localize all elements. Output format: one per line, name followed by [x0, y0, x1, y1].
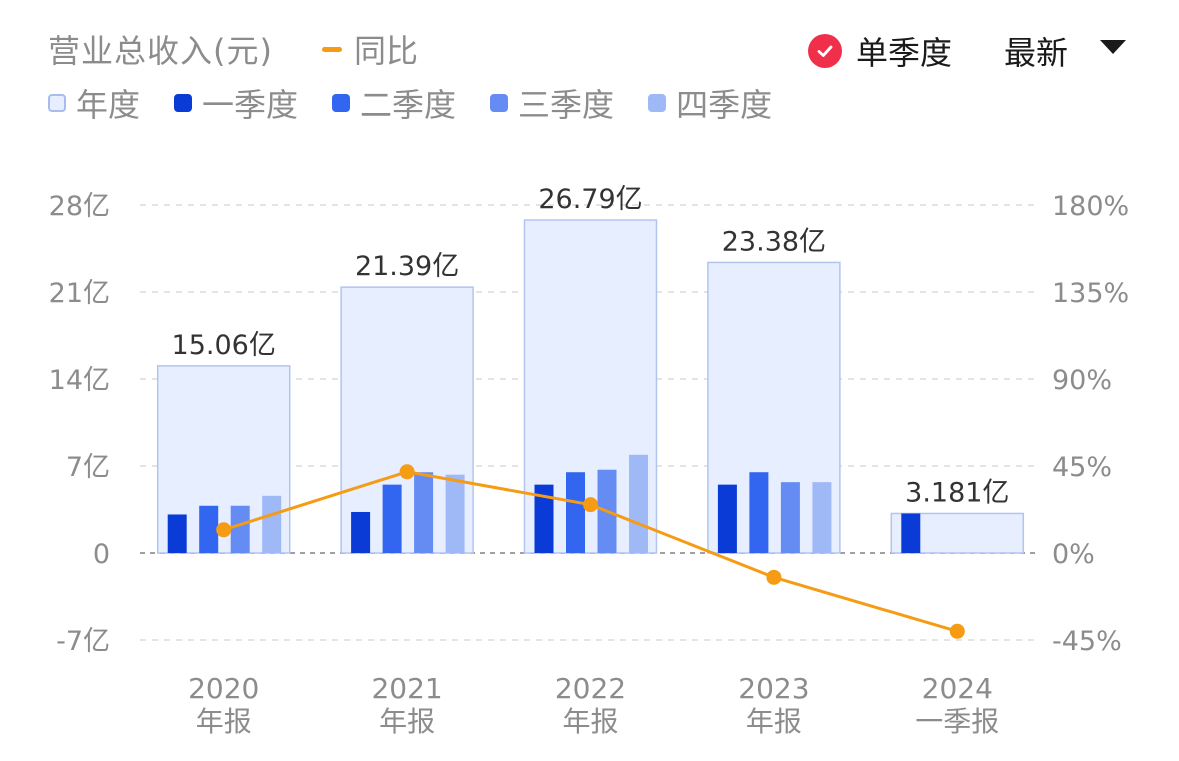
legend-swatch-q1	[174, 94, 193, 112]
y-tick-label-right: -45%	[1052, 626, 1122, 657]
legend-swatch-q4	[648, 94, 667, 112]
annual-value-label: 23.38亿	[722, 226, 826, 257]
legend-swatch-annual	[48, 94, 66, 112]
chart-header: 营业总收入(元) 同比 单季度 最新	[48, 22, 1138, 72]
legend-swatch-q2	[332, 94, 351, 112]
x-tick-label-period: 年报	[746, 705, 802, 738]
yoy-point	[216, 522, 232, 538]
yoy-legend: 同比	[322, 26, 418, 72]
x-tick-label-year: 2021	[371, 672, 442, 705]
caret-down-icon	[1100, 40, 1127, 54]
x-tick-label-period: 年报	[379, 705, 435, 738]
y-tick-label-left: 21亿	[49, 278, 110, 309]
y-tick-label-right: 135%	[1052, 278, 1129, 309]
quarter-bar-q2	[382, 484, 402, 553]
quarter-bar-q1	[717, 484, 737, 553]
yoy-point	[583, 497, 598, 513]
quarter-bar-q4	[812, 482, 832, 553]
chart-legend: 年度 一季度 二季度 三季度 四季度	[48, 80, 806, 126]
check-icon	[808, 34, 842, 68]
legend-item-annual[interactable]: 年度	[48, 80, 140, 126]
yoy-point	[949, 623, 965, 639]
quarter-bar-q1	[534, 484, 554, 553]
quarter-bar-q1	[901, 513, 921, 553]
quarter-bar-q3	[780, 482, 800, 553]
legend-label-q2: 二季度	[360, 86, 457, 124]
quarter-bar-q3	[414, 472, 434, 553]
y-tick-label-right: 45%	[1052, 452, 1112, 483]
x-tick-label-year: 2023	[738, 672, 809, 705]
chart-title: 营业总收入(元)	[48, 32, 273, 70]
quarter-bar-q2	[749, 472, 769, 553]
y-tick-label-right: 0%	[1052, 539, 1095, 570]
quarter-bar-q1	[167, 514, 187, 553]
y-tick-label-left: 0	[93, 539, 110, 570]
y-tick-label-left: 28亿	[49, 191, 110, 222]
latest-dropdown[interactable]: 最新	[1004, 28, 1127, 74]
annual-value-label: 26.79亿	[538, 184, 642, 215]
x-tick-label-period: 年报	[196, 705, 252, 738]
yoy-legend-label: 同比	[354, 32, 419, 70]
y-tick-label-left: 7亿	[66, 452, 110, 483]
single-quarter-toggle[interactable]: 单季度	[808, 28, 952, 74]
legend-item-q4[interactable]: 四季度	[648, 80, 772, 126]
legend-item-q1[interactable]: 一季度	[174, 80, 298, 126]
x-tick-label-year: 2024	[922, 672, 993, 705]
legend-item-q2[interactable]: 二季度	[332, 80, 456, 126]
legend-label-q3: 三季度	[518, 86, 615, 124]
quarter-bar-q4	[629, 454, 648, 553]
legend-swatch-q3	[490, 94, 509, 112]
quarter-bar-q4	[445, 474, 465, 553]
quarter-bar-q1	[351, 511, 371, 553]
legend-label-annual: 年度	[76, 86, 141, 124]
annual-value-label: 15.06亿	[172, 330, 276, 361]
yoy-line-swatch	[322, 46, 342, 52]
quarter-bar-q2	[199, 505, 219, 553]
quarter-bar-q3	[230, 505, 250, 553]
annual-value-label: 3.181亿	[905, 477, 1009, 508]
x-tick-label-period: 一季报	[915, 705, 999, 738]
x-tick-label-year: 2022	[555, 672, 626, 705]
y-tick-label-right: 90%	[1052, 365, 1112, 396]
legend-label-q1: 一季度	[202, 86, 299, 124]
quarter-bar-q2	[566, 472, 585, 553]
x-tick-label-year: 2020	[188, 672, 259, 705]
quarter-bar-q4	[262, 495, 282, 553]
yoy-point	[766, 569, 782, 585]
x-tick-label-period: 年报	[562, 705, 618, 738]
annual-value-label: 21.39亿	[355, 251, 459, 282]
latest-label: 最新	[1004, 34, 1069, 72]
yoy-point	[399, 464, 415, 480]
single-quarter-label: 单季度	[856, 34, 953, 72]
legend-item-q3[interactable]: 三季度	[490, 80, 614, 126]
legend-label-q4: 四季度	[676, 86, 773, 124]
y-tick-label-left: -7亿	[56, 626, 110, 657]
y-tick-label-left: 14亿	[49, 365, 110, 396]
y-tick-label-right: 180%	[1052, 191, 1129, 222]
